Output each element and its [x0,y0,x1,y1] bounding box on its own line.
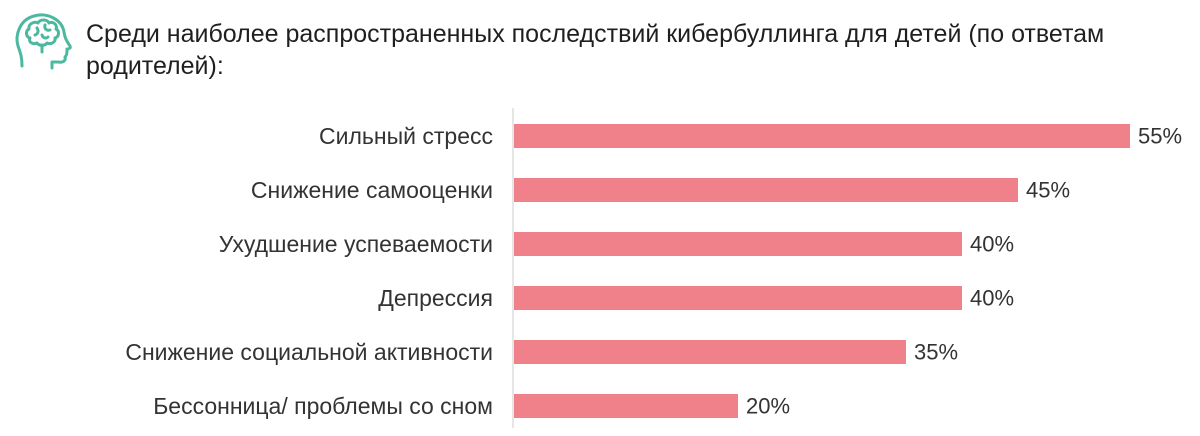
value-label: 55% [1138,124,1182,149]
bar [514,124,1130,148]
category-label: Снижение социальной активности [125,339,493,365]
value-label: 45% [1026,178,1070,203]
value-label: 40% [970,232,1014,257]
value-label: 40% [970,286,1014,311]
bar [514,178,1018,202]
value-label: 20% [746,394,790,419]
category-label: Снижение самооценки [251,177,493,203]
category-label: Сильный стресс [319,123,493,149]
bar [514,286,962,310]
category-label: Депрессия [378,285,493,311]
bar-chart-svg: Сильный стресс 55% Снижение самооценки 45% У… [125,108,1182,428]
category-label: Бессонница/ проблемы со сном [153,393,493,419]
category-label: Ухудшение успеваемости [219,231,493,257]
brain-head-icon [15,13,72,70]
bars-group: Сильный стресс 55% Снижение самооценки 45% У… [125,123,1182,419]
value-label: 35% [914,340,958,365]
chart-title: Среди наиболее распространенных последст… [86,20,1105,80]
bar [514,340,906,364]
bar-chart: Сильный стресс 55% Снижение самооценки 45% У… [0,100,1200,436]
chart-header: Среди наиболее распространенных последст… [0,0,1200,90]
bar [514,394,738,418]
bar [514,232,962,256]
